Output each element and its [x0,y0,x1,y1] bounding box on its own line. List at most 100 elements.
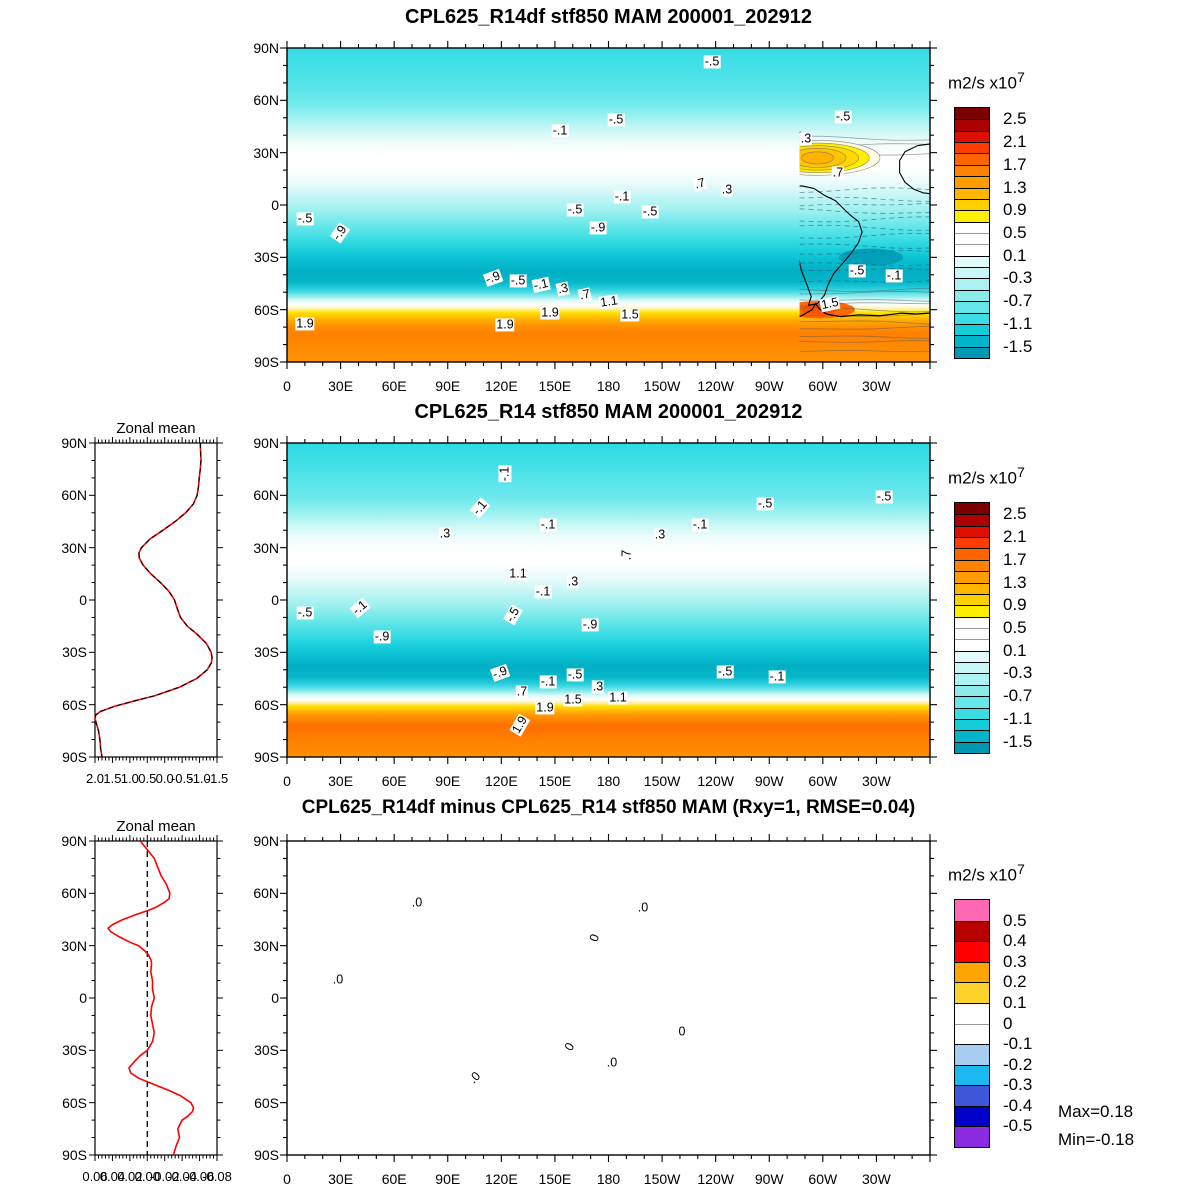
colorbar-cell-divider [955,244,989,246]
colorbar-cell-divider [955,730,989,732]
colorbar-cell [955,548,989,561]
colorbar-cell [955,582,989,595]
y-axis-tick-label: 90S [254,749,279,765]
contour-label: .0 [636,900,650,915]
colorbar-cell-divider [955,267,989,269]
x-axis-tick-label: 150W [643,378,681,394]
colorbar-cell-divider [955,605,989,607]
colorbar1-unit-exponent: 7 [1016,70,1025,86]
colorbar2-unit: m2/s x107 [948,465,1025,489]
positive-contour-line [287,340,930,345]
colorbar-tick-label: 2.1 [1003,527,1027,547]
colorbar-cell [955,571,989,584]
colorbar-cell-divider [955,187,989,189]
zonal-mean-plot-2 [89,437,223,763]
contour-label: -.5 [716,664,734,679]
colorbar-tick-label: 1.3 [1003,572,1027,592]
y-axis-tick-label: 30N [253,937,279,954]
contour-label: 1.5 [563,692,583,707]
colorbar-cell-divider [955,525,989,527]
contour-label: -.1 [551,123,569,138]
y-axis-tick-label: 30N [253,539,279,556]
colorbar-cell-divider [955,164,989,166]
contour-label: .0 [331,972,345,987]
colorbar2-unit-text: m2/s x10 [948,468,1017,488]
colorbar-cell-divider [955,514,989,516]
y-axis-tick-label: 30S [254,249,279,266]
y-axis-tick-label: 60N [253,885,279,902]
colorbar-tick-label: -1.5 [1003,731,1033,751]
colorbar2-unit-exponent: 7 [1016,465,1025,481]
colorbar-cell-divider [955,548,989,550]
zonal-y-tick-label: 0 [79,990,87,1006]
colorbar-tick-label: -1.5 [1003,336,1033,356]
positive-contour-line [287,347,930,352]
colorbar-cell [955,593,989,606]
map-panel-1 [280,41,937,369]
colorbar-cell-divider [955,198,989,200]
x-axis-tick-label: 150E [538,773,572,789]
colorbar-cell-divider [955,278,989,280]
colorbar-cell [955,684,989,697]
colorbar-cell [955,346,989,359]
colorbar-tick-label: 0.2 [1003,972,1027,992]
contour-label: .7 [515,684,529,699]
zonal-y-tick-label: 90S [62,1147,87,1163]
contour-label: -.5 [509,273,527,288]
colorbar-tick-label: -0.5 [1003,1116,1033,1136]
contour-label: .3 [566,574,580,589]
colorbar-cell [955,920,989,942]
x-axis-tick-label: 0 [283,378,291,394]
map-background [287,841,930,1155]
colorbar-cell [955,1105,989,1127]
colorbar-cell [955,525,989,538]
zonal-x-tick-label: -0.04 [167,1169,197,1184]
colorbar-tick-label: 0.5 [1003,910,1027,930]
x-axis-tick-label: 120E [484,378,518,394]
contour-label: 1.9 [540,305,560,320]
x-axis-tick-label: 60E [381,378,407,394]
x-axis-tick-label: 90E [435,378,461,394]
zonal-x-tick-label: 0.5 [138,771,157,786]
x-axis-tick-label: 60W [808,378,838,394]
positive-contour-line [287,136,930,141]
colorbar-cell-divider [955,233,989,234]
colorbar-cell [955,210,989,223]
map-ticks [280,834,937,1162]
colorbar-tick-label: -0.7 [1003,686,1033,706]
zonal-x-tick-label: -1.5 [205,771,229,786]
contour-label: -.9 [373,629,391,644]
contour-label: 0 [677,1024,687,1039]
x-axis-tick-label: 120W [697,1171,734,1187]
contour-label: -.5 [296,211,314,226]
colorbar-cell-divider [955,1085,989,1087]
colorbar-tick-label: 0.5 [1003,618,1027,637]
x-axis-tick-label: 90W [754,1171,784,1187]
map-ticks [280,41,937,369]
colorbar-tick-label: -0.4 [1003,1095,1033,1115]
zonal-y-tick-label: 60S [62,696,87,713]
positive-contour-line [287,313,930,318]
colorbar-cell [955,941,989,963]
x-axis-tick-label: 180 [596,378,621,394]
x-axis-tick-label: 90W [754,378,784,394]
x-axis-tick-label: 150E [538,1171,572,1187]
colorbar-cell [955,1023,989,1045]
positive-contour-line [287,326,930,331]
x-axis-tick-label: 180 [596,773,621,789]
y-axis-tick-label: 30S [254,1042,279,1059]
colorbar-tick-label: -0.3 [1003,1075,1033,1095]
colorbar-cell-divider [955,1002,989,1004]
y-axis-tick-label: 60N [253,487,279,504]
colorbar-cell-divider [955,662,989,664]
zonal-y-tick-label: 30N [61,539,87,556]
contour-label: .3 [799,131,813,146]
contour-label: -.1 [539,674,557,689]
colorbar-cell [955,1064,989,1086]
zonal-ticks [89,835,223,1161]
colorbar3-unit-text: m2/s x10 [948,865,1017,885]
map-panel-2 [280,436,937,764]
min-value-label: Min=-0.18 [1058,1130,1135,1149]
zonal-x-tick-label: -0.02 [149,1169,180,1184]
colorbar-tick-label: 0.9 [1003,200,1027,220]
